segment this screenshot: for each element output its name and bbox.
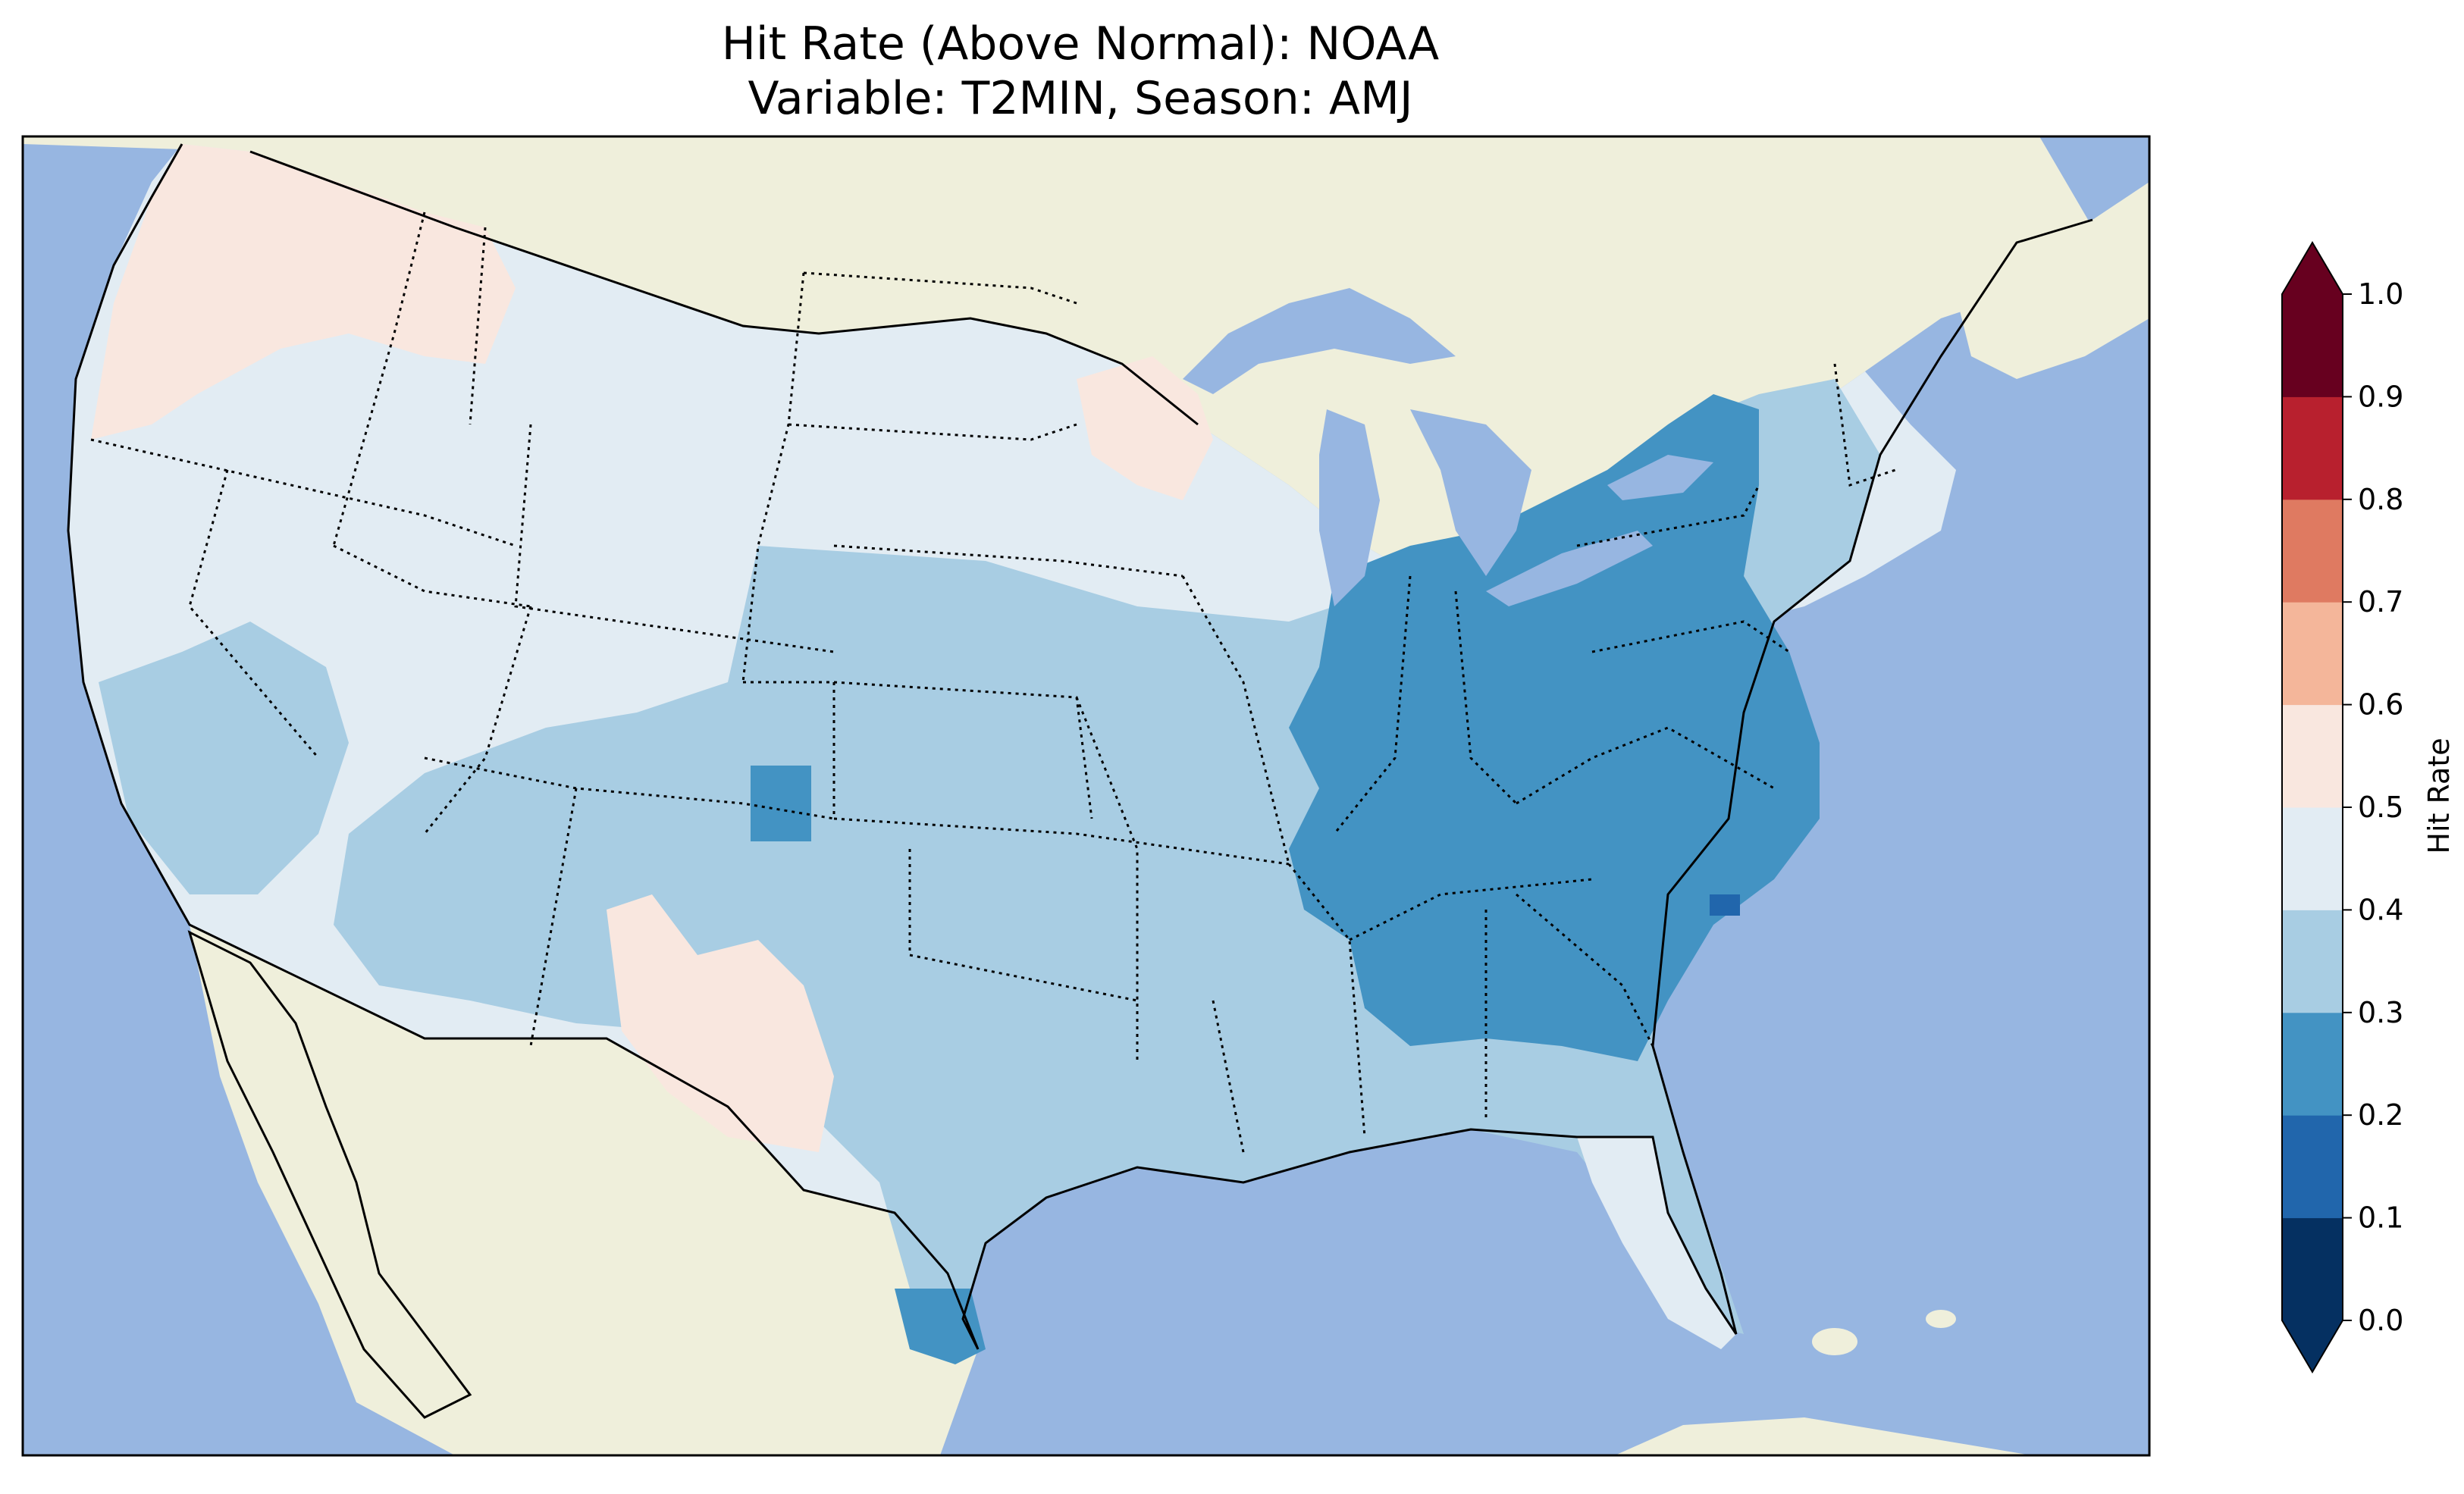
colorbar-tick-label: 0.4	[2358, 893, 2403, 926]
region-colorado-spot	[751, 766, 811, 841]
colorbar-tick-label: 0.5	[2358, 791, 2403, 824]
colorbar-tick-label: 0.0	[2358, 1304, 2403, 1337]
colorbar-extend-min	[2282, 1320, 2343, 1372]
colorbar-bin	[2282, 1217, 2343, 1321]
lake-huron	[1410, 409, 1531, 576]
maritimes-land	[1956, 182, 2149, 379]
colorbar-tick-label: 0.1	[2358, 1201, 2403, 1235]
region-south-texas	[895, 1289, 986, 1364]
colorbar: 0.0 0.1 0.2 0.3 0.4 0.5 0.6 0.7 0.8 0.9 1.0	[2281, 241, 2403, 1373]
region-southwest	[99, 622, 349, 894]
lake-ontario	[1607, 455, 1713, 500]
region-pacific-northwest	[91, 144, 516, 440]
lake-erie	[1486, 531, 1653, 606]
colorbar-bin	[2282, 602, 2343, 706]
colorbar-tick-label: 0.2	[2358, 1098, 2403, 1132]
region-north-carolina-coast	[1710, 894, 1740, 916]
colorbar-bin	[2282, 1012, 2343, 1116]
colorbar-bin	[2282, 807, 2343, 910]
colorbar-label: Hit Rate	[2422, 738, 2456, 853]
colorbar-tick-label: 0.9	[2358, 380, 2403, 413]
bahamas-island	[1812, 1328, 1857, 1355]
region-florida	[1577, 1137, 1736, 1349]
region-new-mexico	[607, 894, 834, 1152]
state-borders	[90, 211, 1896, 1153]
colorbar-bin	[2282, 1115, 2343, 1219]
map-panel	[23, 136, 2149, 1455]
colorbar-extend-max	[2282, 243, 2343, 294]
colorbar-tick-label: 0.3	[2358, 996, 2403, 1029]
colorbar-bin	[2282, 499, 2343, 603]
map-frame	[21, 135, 2151, 1457]
map-title-line-1: Hit Rate (Above Normal): NOAA	[722, 17, 1439, 70]
colorbar-bin	[2282, 910, 2343, 1013]
map-title-line-2: Variable: T2MIN, Season: AMJ	[748, 72, 1412, 125]
colorbar-tick-label: 0.8	[2358, 483, 2403, 516]
colorbar-tick-label: 0.7	[2358, 585, 2403, 619]
colorbar-bin	[2282, 396, 2343, 500]
region-eastern-us	[1289, 394, 1820, 1061]
us-coastline	[67, 143, 2093, 1350]
colorbar-bin	[2282, 294, 2343, 397]
region-wisconsin	[1077, 356, 1213, 500]
lake-superior	[1183, 288, 1456, 394]
colorbar-bin	[2282, 704, 2343, 808]
cuba-land	[1615, 1417, 2032, 1455]
baja-coastline	[187, 930, 472, 1419]
colorbar-tick-label: 1.0	[2358, 277, 2403, 311]
lake-michigan	[1319, 409, 1380, 606]
colorbar-tick-label: 0.6	[2358, 688, 2403, 722]
bahamas-island-2	[1926, 1310, 1956, 1328]
canada-border	[249, 150, 1199, 426]
